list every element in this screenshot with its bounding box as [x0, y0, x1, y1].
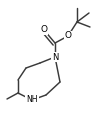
Text: O: O	[40, 25, 47, 35]
Text: N: N	[52, 52, 58, 62]
Text: NH: NH	[26, 96, 38, 104]
Text: O: O	[64, 32, 71, 40]
